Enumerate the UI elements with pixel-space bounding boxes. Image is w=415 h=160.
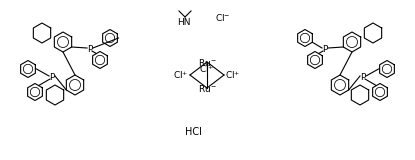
Text: Cl$^{+}$: Cl$^{+}$ [199,63,215,75]
Text: P: P [49,72,55,81]
Text: Ru$^{-}$: Ru$^{-}$ [198,83,216,93]
Text: Cl$^{+}$: Cl$^{+}$ [173,69,189,81]
Text: P: P [360,72,366,81]
Text: Cl$^{+}$: Cl$^{+}$ [225,69,241,81]
Text: HCl: HCl [185,127,201,137]
Text: P: P [322,44,328,53]
Text: P: P [87,44,93,53]
Text: Cl$^{-}$: Cl$^{-}$ [215,12,231,23]
Text: HN: HN [177,18,191,27]
Text: Ru$^{-}$: Ru$^{-}$ [198,56,216,68]
